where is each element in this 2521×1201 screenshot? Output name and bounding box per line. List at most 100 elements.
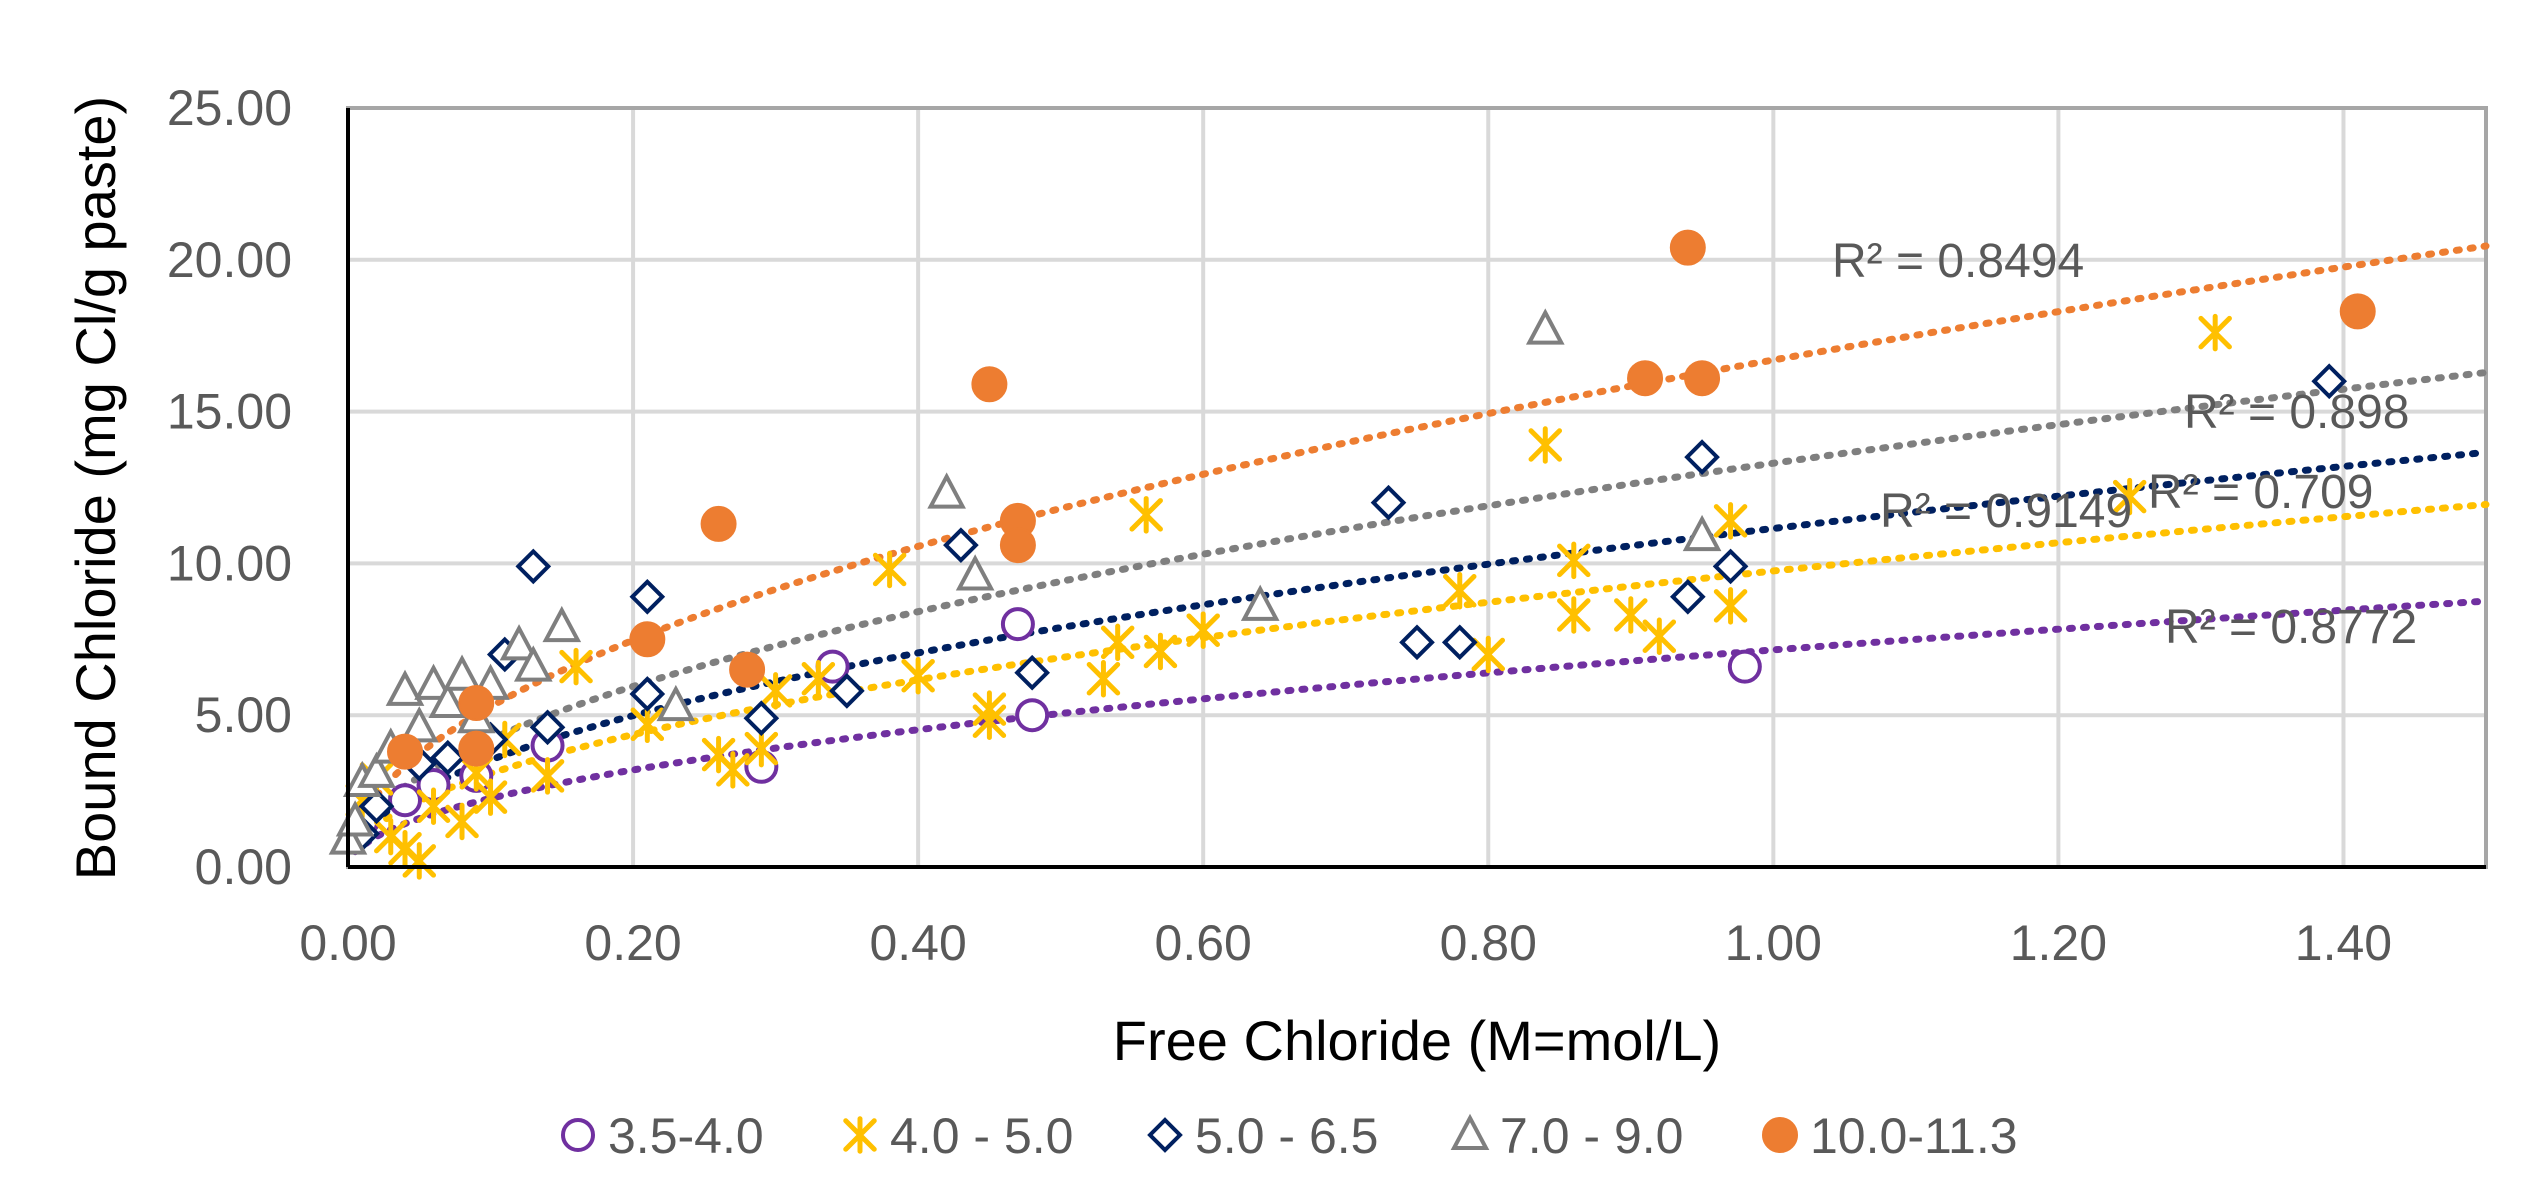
data-point xyxy=(1614,596,1648,634)
x-axis-title: Free Chloride (M=mol/L) xyxy=(1113,1009,1721,1072)
data-point xyxy=(387,733,424,770)
legend-marker xyxy=(1147,1117,1183,1153)
data-point xyxy=(458,730,495,767)
legend-item: 5.0 - 6.5 xyxy=(1147,1108,1378,1164)
data-point xyxy=(530,757,565,795)
data-point xyxy=(1682,514,1722,552)
data-point xyxy=(416,787,451,826)
data-point xyxy=(529,709,566,746)
data-points xyxy=(328,229,2376,880)
data-point xyxy=(385,669,425,706)
data-point xyxy=(999,527,1036,564)
y-tick-label: 25.00 xyxy=(167,80,292,136)
x-tick-label: 0.20 xyxy=(584,915,681,971)
legend-marker xyxy=(561,1118,595,1152)
data-point xyxy=(1528,426,1563,464)
data-point xyxy=(744,729,779,768)
y-tick-label: 15.00 xyxy=(167,384,292,440)
r-squared-labels: R² = 0.8772 R² = 0.709 R² = 0.9149 R² = 0.8… xyxy=(1832,235,2417,654)
legend: 3.5-4.0 4.0 - 5.0 5.0 - 6.5 7.0 - 9.0 10.0-1… xyxy=(561,1108,2018,1164)
legend-item: 4.0 - 5.0 xyxy=(843,1108,1073,1164)
data-point xyxy=(1014,654,1050,691)
x-tick-label: 0.40 xyxy=(869,915,966,971)
data-point xyxy=(1143,632,1178,671)
data-point xyxy=(515,548,552,585)
trendline xyxy=(351,448,2490,847)
trendline xyxy=(351,597,2490,856)
data-point xyxy=(402,842,437,880)
gridlines xyxy=(348,108,2486,867)
data-point xyxy=(729,651,766,688)
data-point xyxy=(499,624,539,661)
data-point xyxy=(1727,649,1762,684)
data-point xyxy=(927,472,966,509)
data-point xyxy=(1669,578,1706,615)
x-tick-label: 0.60 xyxy=(1155,915,1252,971)
y-tick-label: 10.00 xyxy=(167,535,292,591)
data-point xyxy=(1713,502,1748,540)
data-point xyxy=(743,700,780,737)
data-point xyxy=(542,605,582,643)
legend-marker xyxy=(1450,1113,1490,1150)
data-point xyxy=(872,550,907,589)
data-point xyxy=(1129,496,1163,534)
trendline xyxy=(351,369,2490,842)
data-point xyxy=(972,702,1007,741)
data-point xyxy=(458,685,495,722)
data-point xyxy=(1441,624,1478,661)
data-point xyxy=(629,578,666,615)
data-point xyxy=(901,656,935,695)
data-point xyxy=(388,783,423,818)
data-point xyxy=(1399,624,1435,661)
data-point xyxy=(2198,313,2232,352)
r-squared-label: R² = 0.9149 xyxy=(1880,485,2132,538)
r-squared-label: R² = 0.8494 xyxy=(1832,235,2084,288)
legend-item: 7.0 - 9.0 xyxy=(1450,1108,1683,1164)
y-tick-label: 0.00 xyxy=(195,839,292,895)
data-point xyxy=(559,647,593,686)
legend-marker xyxy=(1762,1117,1798,1153)
legend-label: 3.5-4.0 xyxy=(608,1108,764,1164)
data-point xyxy=(1712,548,1749,585)
legend-label: 10.0-11.3 xyxy=(1810,1108,2018,1164)
data-point xyxy=(629,621,666,658)
data-point xyxy=(2311,363,2348,400)
legend-item: 10.0-11.3 xyxy=(1762,1108,2018,1164)
data-point xyxy=(1471,635,1506,674)
x-tick-label: 1.00 xyxy=(1725,915,1822,971)
data-point xyxy=(829,673,865,709)
data-point xyxy=(1557,596,1591,634)
data-point xyxy=(1240,584,1280,621)
data-point xyxy=(1370,484,1407,521)
data-point xyxy=(801,660,836,698)
y-tick-labels: 0.00 5.00 10.00 15.00 20.00 25.00 xyxy=(167,80,292,895)
legend-item: 3.5-4.0 xyxy=(561,1108,764,1164)
data-point xyxy=(2112,477,2147,516)
legend-label: 5.0 - 6.5 xyxy=(1195,1108,1378,1164)
data-point xyxy=(1627,360,1664,397)
y-tick-label: 5.00 xyxy=(195,687,292,743)
data-point xyxy=(1557,541,1591,580)
data-point xyxy=(1684,439,1720,475)
data-point xyxy=(656,684,696,722)
legend-label: 4.0 - 5.0 xyxy=(890,1108,1073,1164)
data-point xyxy=(429,739,466,776)
data-point xyxy=(630,705,665,744)
legend-marker xyxy=(843,1116,877,1154)
data-point xyxy=(414,663,453,700)
data-point xyxy=(1642,617,1677,656)
data-point xyxy=(700,505,737,542)
data-point xyxy=(1525,308,1565,345)
data-point xyxy=(1669,229,1706,266)
data-point xyxy=(1086,660,1121,698)
data-point xyxy=(1000,607,1035,642)
r-squared-label: R² = 0.898 xyxy=(2184,386,2409,439)
data-point xyxy=(428,681,468,719)
x-tick-labels: 0.00 0.20 0.40 0.60 0.80 1.00 1.20 1.40 xyxy=(299,915,2392,971)
data-point xyxy=(1100,623,1135,662)
x-tick-label: 0.00 xyxy=(299,915,396,971)
trendline xyxy=(351,242,2490,835)
data-point xyxy=(716,751,750,789)
trendlines xyxy=(351,242,2490,856)
y-axis-title: Bound Chloride (mg Cl/g paste) xyxy=(64,96,127,880)
